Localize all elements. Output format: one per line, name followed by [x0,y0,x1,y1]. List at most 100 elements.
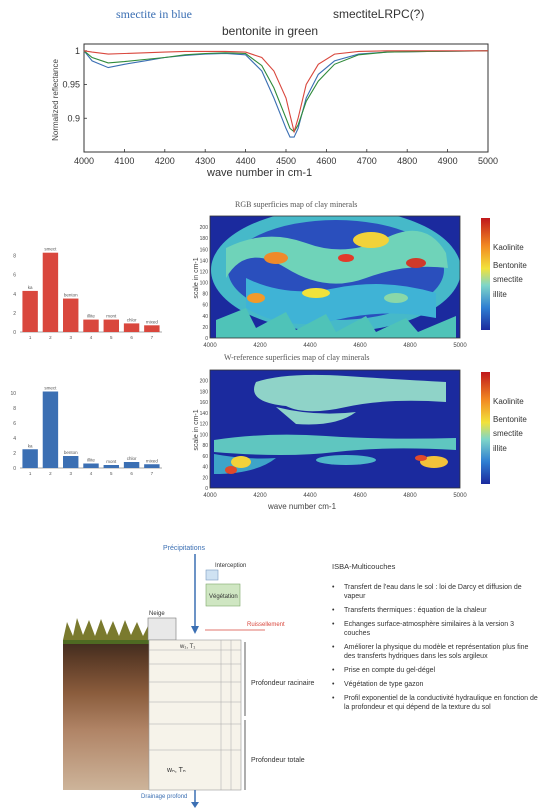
map-bottom-ytick-label: 200 [200,379,209,385]
neige-label: Neige [149,611,165,617]
colorbar-bottom-label-4: illite [493,444,507,453]
map-top-ytick-label: 160 [200,247,209,253]
interception-label: Interception [215,563,246,569]
histogram-red-ytick-label: 8 [13,254,16,260]
spectrum-label-bentonite: bentonite in green [222,24,319,38]
map-bottom-ytick-label: 100 [200,432,209,438]
colorbar-bottom-label-3: smectite [493,429,523,438]
map-top-xtick-label: 4000 [203,343,217,349]
precipitation-label: Précipitations [163,545,206,552]
histogram-red-bar [123,323,140,332]
colorbar-top [481,218,490,330]
notes-item: Profil exponentiel de la conductivité hy… [332,694,540,712]
histogram-blue-ytick-label: 6 [13,421,16,427]
spectrum-xtick-label: 4200 [155,156,175,166]
spectrum-xtick-label: 4700 [357,156,377,166]
map-top-ytick-label: 0 [205,336,208,342]
histogram-red-bar [63,298,79,332]
map-bottom-ytick-label: 80 [202,443,208,449]
ruissellement-label: Ruissellement [247,622,285,628]
layer-bottom-symbol: wₙ, Tₙ [166,767,186,774]
histogram-blue-bar-label: illite [87,458,95,463]
histogram-red-ytick-label: 2 [13,311,16,317]
histogram-red-ytick-label: 6 [13,273,16,279]
histogram-red-xtick-label: 2 [49,335,52,340]
histogram-red-xtick-label: 3 [69,335,72,340]
histogram-blue-bar-label: mont [106,459,117,464]
vegetation-box [205,583,241,607]
spectrum-line-smectite [83,50,489,138]
map-bottom-xtick-label: 4400 [303,493,317,499]
notes-list: Transfert de l'eau dans le sol : loi de … [332,583,540,712]
notes-title: ISBA-Multicouches [332,562,396,571]
histogram-blue-ytick-label: 2 [13,451,16,457]
spectrum-label-lrpc: smectiteLRPC(?) [333,7,425,21]
map-top-xtick-label: 4800 [403,343,417,349]
colorbar-bottom-label-1: Kaolinite [493,397,524,406]
histogram-blue-xtick-label: 2 [49,471,52,476]
map-bottom-xtick-label: 4000 [203,493,217,499]
map-bottom-ytick-label: 40 [202,465,208,471]
histogram-red-bar-label: smect [44,247,57,252]
histogram-red-bar-label: illite [87,314,95,319]
notes-item: Transfert de l'eau dans le sol : loi de … [332,583,540,601]
histogram-red-xtick-label: 4 [90,335,93,340]
histogram-red: 0 2 4 6 8 ka 1 smect 2 benton 3 illite 4 mont 5 chlor 6 m… [13,247,162,340]
layer-top-symbol: w₁, T₁ [179,644,195,650]
snow-box [147,617,177,641]
histogram-blue-bar [63,456,79,468]
map-top-ytick-label: 40 [202,314,208,320]
map-top-ytick-label: 60 [202,303,208,309]
histogram-red-bar-label: benton [64,293,78,298]
colorbar-bottom [481,372,490,484]
colorbar-bottom-label-2: Bentonite [493,415,527,424]
clay-map-top: 0 20 40 60 80 100 120 140 160 180 200 4000 4200 4400… [193,215,527,349]
spectrum-xtick-label: 4600 [316,156,336,166]
map-top-xtick-label: 4200 [253,343,267,349]
map-top-ylabel: scale in cm-1 [193,257,200,298]
colorbar-top-label-2: Bentonite [493,261,527,270]
spectrum-xtick-label: 4300 [195,156,215,166]
map-bottom-ytick-label: 0 [205,486,208,492]
map-bottom-ytick-label: 140 [200,411,209,417]
histogram-red-bar [22,290,38,332]
map-top-ytick-label: 140 [200,258,209,264]
histogram-blue-xtick-label: 4 [90,471,93,476]
map-bottom-ytick-label: 20 [202,475,208,481]
histogram-blue-bar [103,465,119,468]
colorbar-top-label-1: Kaolinite [493,243,524,252]
notes-item: Améliorer la physique du modèle et repré… [332,643,540,661]
histogram-blue-xtick-label: 6 [130,471,133,476]
map-top-ytick-label: 100 [200,281,209,287]
spectrum-xtick-label: 4800 [397,156,417,166]
spectrum-line-bentonite [83,50,489,133]
spectrum-ytick-label: 1 [75,46,80,56]
drainage-label: Drainage profond [141,794,187,800]
spectrum-xtick-label: 4400 [236,156,256,166]
histogram-red-xtick-label: 7 [151,335,154,340]
histogram-blue-ytick-label: 4 [13,436,16,442]
map-bottom-xtick-label: 4200 [253,493,267,499]
spectrum-chart: 1 0.95 0.9 4000 4100 4200 4300 4400 4500 4600 470… [51,43,498,166]
map-top-xtick-label: 4400 [303,343,317,349]
map-bottom-xtick-label: 4800 [403,493,417,499]
histogram-red-bar [42,252,59,332]
histogram-red-bar [103,319,119,332]
histogram-blue-bar [144,464,160,468]
soil-schema: Précipitations Interception Végétation R… [63,545,315,808]
map-bottom-ytick-label: 160 [200,400,209,406]
spectrum-ytick-label: 0.9 [67,113,80,123]
map-bottom-xlabel: wave number cm-1 [268,502,337,511]
spectrum-label-smectite: smectite in blue [116,7,192,21]
histogram-blue-xtick-label: 7 [151,471,154,476]
notes-item: Prise en compte du gel-dégel [332,666,540,675]
vegetation-label: Végétation [209,594,238,600]
spectrum-xtick-label: 4900 [438,156,458,166]
histogram-blue-xtick-label: 5 [110,471,113,476]
profondeur-totale-label: Profondeur totale [251,757,305,764]
map-top-title: RGB superficies map of clay minerals [235,200,358,209]
map-bottom-ytick-label: 180 [200,389,209,395]
histogram-red-xtick-label: 6 [130,335,133,340]
spectrum-ylabel: Normalized reflectance [51,59,60,141]
map-bottom-ytick-label: 60 [202,454,208,460]
